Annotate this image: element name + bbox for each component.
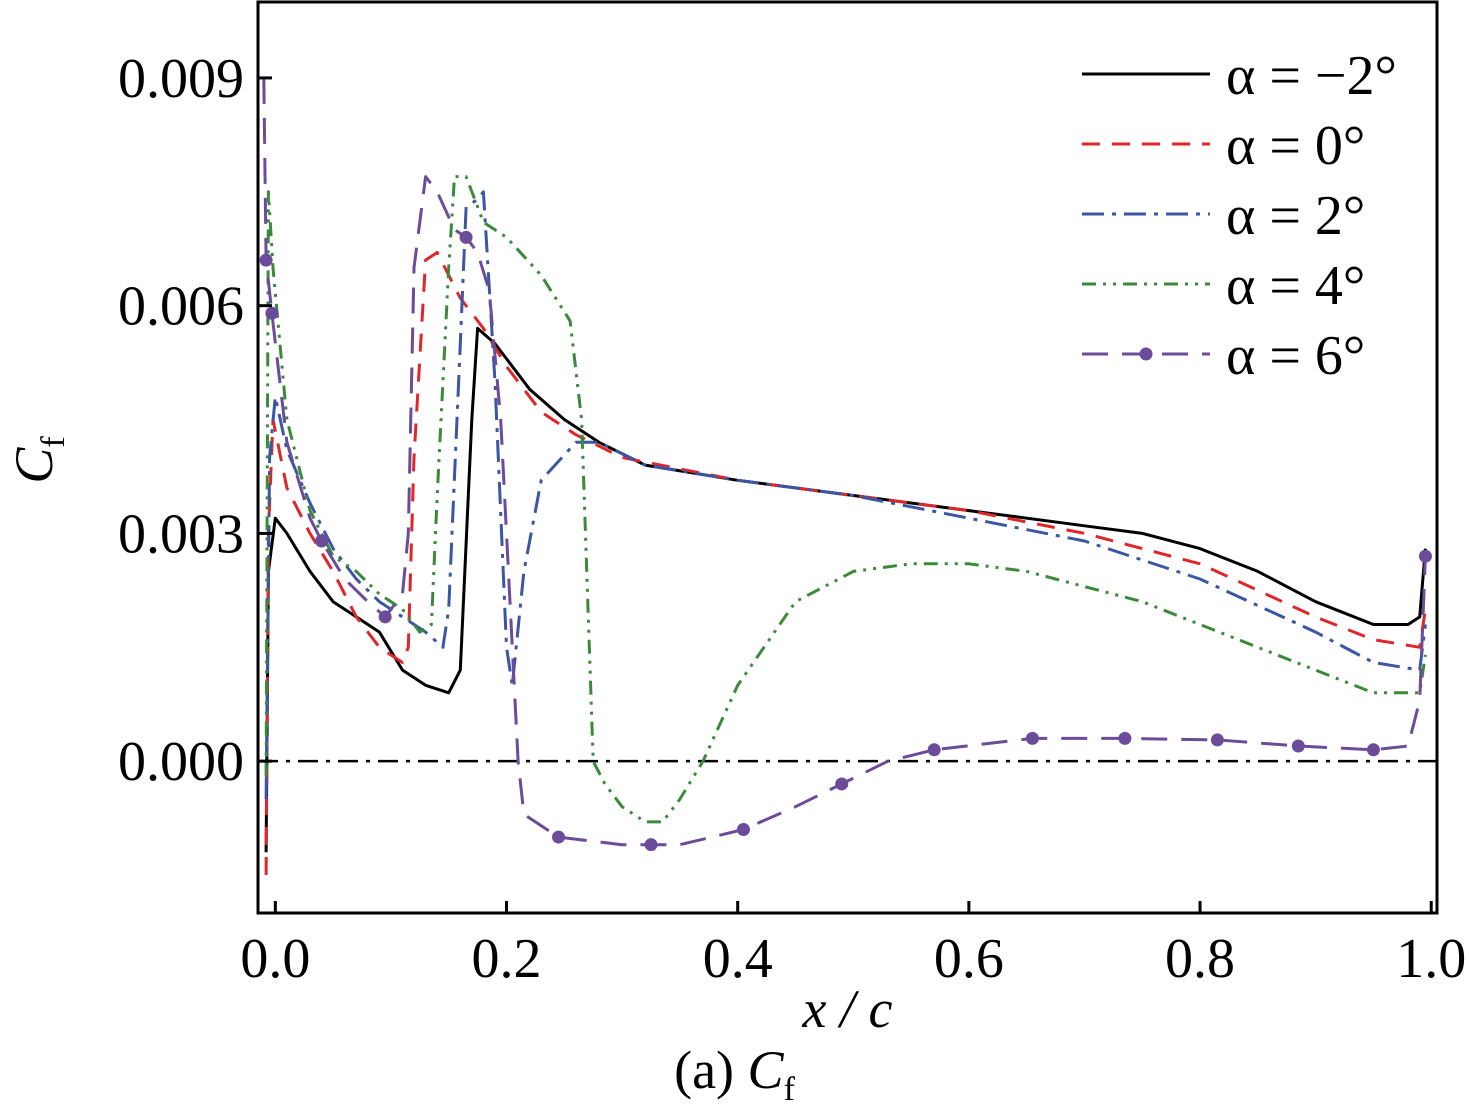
y-tick-label-3: 0.009: [118, 48, 244, 110]
series-marker-4-4: [459, 230, 473, 244]
series-marker-4-9: [927, 743, 941, 757]
series-marker-4-13: [1291, 739, 1305, 753]
series-marker-4-5: [552, 830, 566, 844]
x-tick-label-1: 0.2: [472, 928, 542, 990]
x-axis-label: x / c: [802, 979, 893, 1039]
y-tick-label-1: 0.003: [118, 503, 244, 565]
series-marker-4-0: [259, 253, 273, 267]
legend-label-2: α = 2°: [1226, 185, 1365, 247]
legend-label-4: α = 6°: [1226, 325, 1365, 387]
x-tick-label-2: 0.4: [703, 928, 773, 990]
plot-frame: [256, 0, 1439, 915]
series-marker-4-6: [644, 838, 658, 852]
axes-group: 0.0 0.2 0.4 0.6 0.8 1.0 0.000 0.003 0.006 0.009 x …: [4, 0, 1466, 1039]
series-line-0: [264, 326, 1427, 853]
x-tick-label-4: 0.8: [1165, 928, 1235, 990]
series-line-4: [262, 77, 1427, 847]
caption-subscript: f: [783, 1070, 795, 1108]
series-marker-4-1: [265, 306, 279, 320]
caption-prefix: (a): [674, 1040, 748, 1100]
caption-symbol: C: [747, 1040, 784, 1100]
series-marker-4-2: [315, 534, 329, 548]
y-tick-label-0: 0.000: [118, 731, 244, 793]
series-line-3: [264, 175, 1427, 824]
y-tick-label-2: 0.006: [118, 276, 244, 338]
series-marker-4-14: [1366, 743, 1380, 757]
series-marker-4-12: [1210, 733, 1224, 747]
y-axis-label-symbol: C: [4, 447, 64, 484]
legend: α = −2° α = 0° α = 2° α = 4° α = 6°: [1082, 45, 1397, 387]
cf-chart: 0.0 0.2 0.4 0.6 0.8 1.0 0.000 0.003 0.006 0.009 x …: [4, 0, 1466, 1039]
x-tick-label-5: 1.0: [1396, 928, 1466, 990]
series-marker-4-10: [1025, 731, 1039, 745]
series-marker-4-3: [378, 610, 392, 624]
legend-label-3: α = 4°: [1226, 255, 1365, 317]
legend-label-0: α = −2°: [1226, 45, 1397, 107]
y-axis-label: Cf: [4, 436, 72, 484]
series-marker-4-8: [835, 777, 849, 791]
y-axis-label-subscript: f: [35, 436, 72, 448]
figure-caption: (a) Cf: [0, 1040, 1469, 1120]
x-tick-label-3: 0.6: [934, 928, 1004, 990]
series-line-2: [264, 190, 1427, 800]
series-group: [258, 77, 1437, 876]
legend-marker-4: [1139, 347, 1153, 361]
legend-label-1: α = 0°: [1226, 115, 1365, 177]
series-marker-4-11: [1118, 731, 1132, 745]
x-tick-label-0: 0.0: [240, 928, 310, 990]
series-marker-4-15: [1418, 549, 1432, 563]
series-marker-4-7: [736, 822, 750, 836]
